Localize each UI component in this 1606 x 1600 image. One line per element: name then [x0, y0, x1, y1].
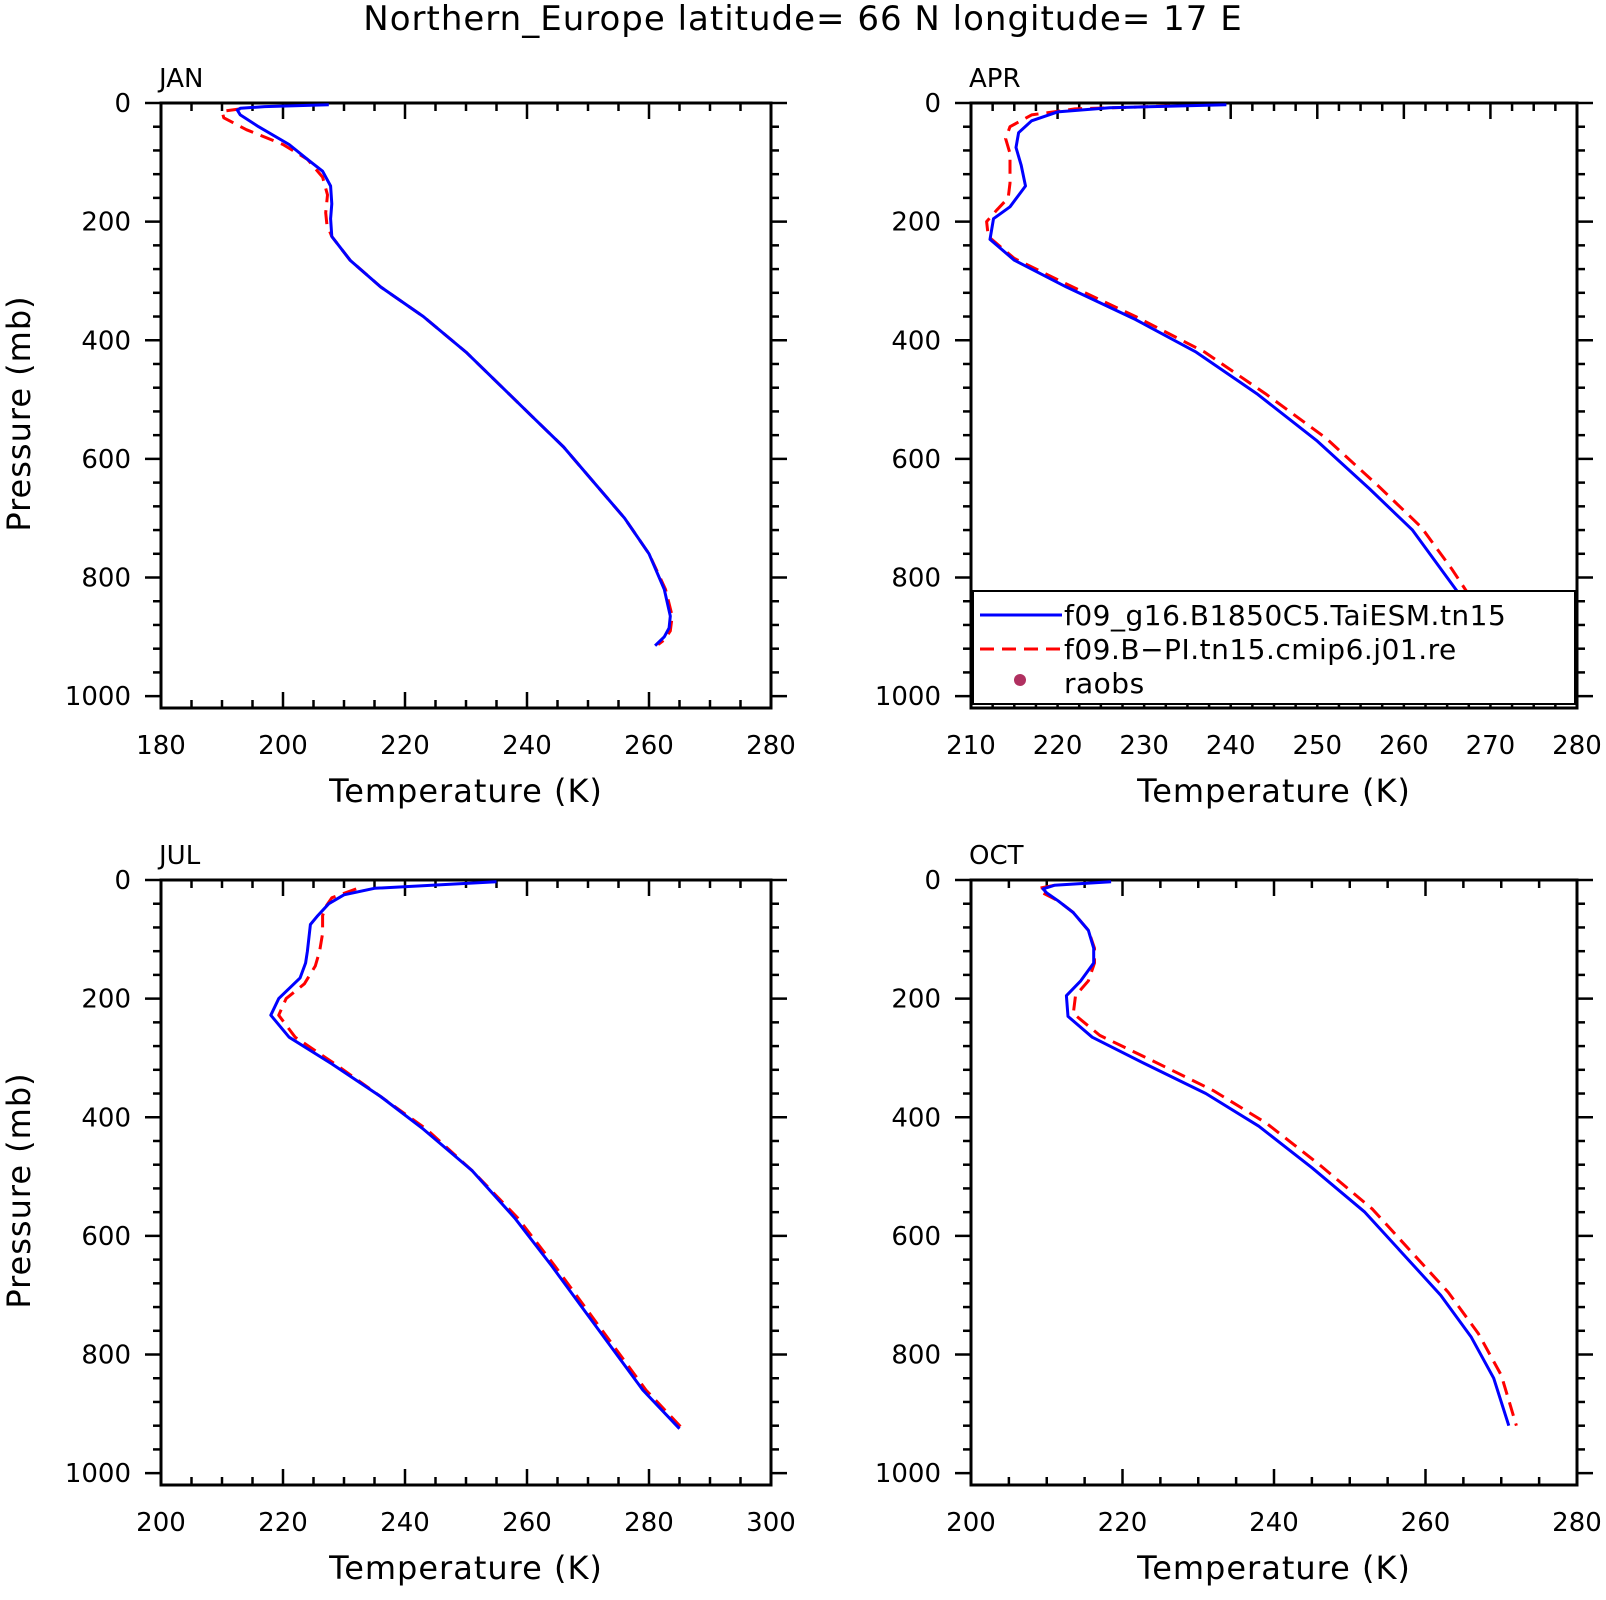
y-tick-label: 400 [81, 1103, 131, 1133]
y-tick-label: 0 [114, 866, 131, 896]
panel-jan: JAN 180 200 220 240 260 280 0 200 400 600 800 1000 Te… [0, 64, 796, 810]
legend-box [972, 590, 1576, 705]
panel-label: APR [969, 64, 1021, 94]
panel-jul: JUL 200 220 240 260 280 300 0 200 400 600 800 1000 Te… [0, 841, 796, 1587]
x-axis-title: Temperature (K) [1136, 1549, 1411, 1587]
plot-frame [969, 878, 1579, 1487]
y-tick-label: 400 [891, 326, 941, 356]
panel-oct: OCT 200 220 240 260 280 0 200 400 600 800 1000 Tempe… [875, 841, 1602, 1587]
x-tick-label: 260 [1401, 1508, 1451, 1538]
x-tick-label: 280 [746, 731, 796, 761]
x-tick-label: 280 [624, 1508, 674, 1538]
x-tick-label: 220 [380, 731, 430, 761]
x-tick-label: 240 [380, 1508, 430, 1538]
y-tick-label: 800 [891, 564, 941, 594]
series-line-cmip6 [985, 104, 1497, 641]
x-tick-label: 220 [258, 1508, 308, 1538]
x-tick-label: 250 [1292, 731, 1342, 761]
x-axis-title: Temperature (K) [328, 1549, 603, 1587]
plot-frame [159, 101, 773, 710]
plot-frame [159, 878, 773, 1487]
x-tick-label: 220 [1098, 1508, 1148, 1538]
x-tick-label: 200 [258, 731, 308, 761]
y-tick-label: 800 [81, 1341, 131, 1371]
chart-title: Northern_Europe latitude= 66 N longitude… [363, 0, 1242, 39]
y-tick-label: 0 [924, 866, 941, 896]
x-tick-label: 230 [1119, 731, 1169, 761]
series-line-cmip6 [1037, 883, 1518, 1427]
x-tick-label: 260 [624, 731, 674, 761]
series-line-cmip6 [277, 887, 684, 1430]
series-line-cmip6 [220, 107, 674, 646]
y-tick-label: 0 [114, 89, 131, 119]
y-axis-title: Pressure (mb) [0, 295, 38, 531]
y-axis-title: Pressure (mb) [0, 1072, 38, 1308]
x-tick-label: 260 [1379, 731, 1429, 761]
x-tick-label: 280 [1552, 731, 1602, 761]
y-tick-label: 800 [891, 1341, 941, 1371]
x-tick-label: 200 [946, 1508, 996, 1538]
y-tick-label: 200 [891, 208, 941, 238]
x-tick-label: 240 [1206, 731, 1256, 761]
y-tick-label: 200 [891, 985, 941, 1015]
y-tick-label: 1000 [875, 682, 941, 712]
legend-label: raobs [1064, 667, 1145, 700]
y-tick-label: 200 [81, 985, 131, 1015]
legend: f09_g16.B1850C5.TaiESM.tn15f09.B−PI.tn15… [972, 590, 1576, 705]
y-tick-label: 0 [924, 89, 941, 119]
x-tick-label: 270 [1466, 731, 1516, 761]
y-tick-label: 400 [81, 326, 131, 356]
y-tick-label: 600 [891, 445, 941, 475]
y-tick-label: 600 [891, 1222, 941, 1252]
y-tick-label: 1000 [65, 682, 131, 712]
x-tick-label: 300 [746, 1508, 796, 1538]
y-tick-label: 600 [81, 445, 131, 475]
panel-apr: APR 210 220 230 240 250 260 270 280 0 200 400 600 800… [875, 64, 1602, 810]
legend-label: f09.B−PI.tn15.cmip6.j01.re [1064, 633, 1457, 666]
y-tick-label: 1000 [65, 1459, 131, 1489]
series-line-taiesm [1041, 880, 1511, 1427]
panel-label: JAN [157, 64, 203, 94]
series-line-taiesm [988, 103, 1488, 644]
y-tick-label: 200 [81, 208, 131, 238]
y-tick-label: 800 [81, 564, 131, 594]
x-tick-label: 240 [502, 731, 552, 761]
y-tick-label: 600 [81, 1222, 131, 1252]
x-tick-label: 280 [1552, 1508, 1602, 1538]
legend-marker-raobs [1014, 674, 1026, 686]
y-tick-label: 1000 [875, 1459, 941, 1489]
series-line-taiesm [235, 103, 672, 647]
panel-label: OCT [969, 841, 1024, 871]
x-tick-label: 200 [136, 1508, 186, 1538]
x-tick-label: 210 [946, 731, 996, 761]
x-axis-title: Temperature (K) [1136, 772, 1411, 810]
panel-label: JUL [157, 841, 201, 871]
x-tick-label: 260 [502, 1508, 552, 1538]
x-tick-label: 220 [1033, 731, 1083, 761]
legend-label: f09_g16.B1850C5.TaiESM.tn15 [1064, 599, 1506, 632]
y-tick-label: 400 [891, 1103, 941, 1133]
x-tick-label: 180 [136, 731, 186, 761]
x-axis-title: Temperature (K) [328, 772, 603, 810]
x-tick-label: 240 [1249, 1508, 1299, 1538]
series-line-taiesm [269, 880, 681, 1430]
